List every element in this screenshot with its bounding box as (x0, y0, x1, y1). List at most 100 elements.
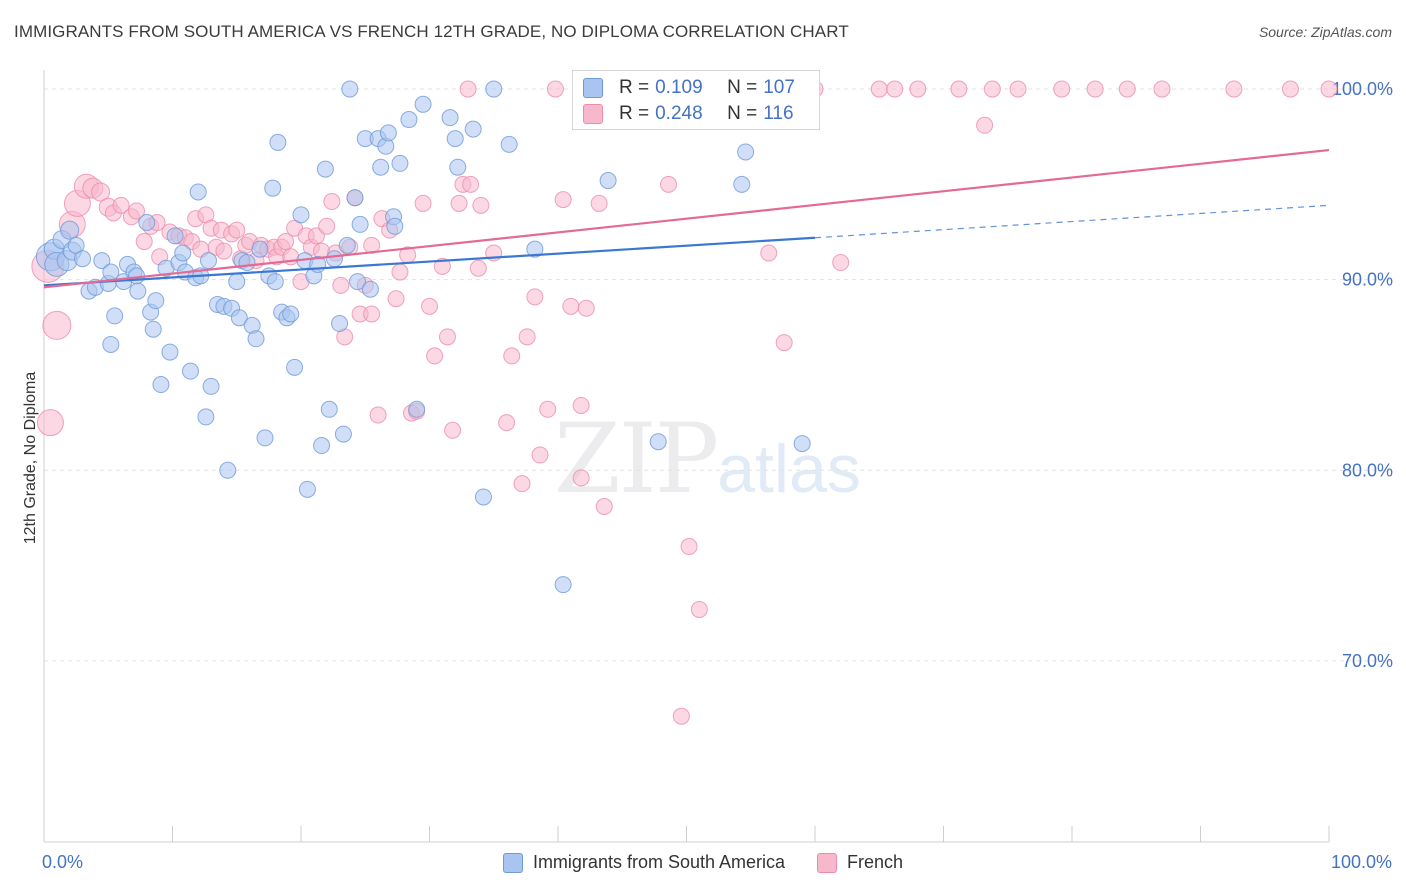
legend-item-french[interactable]: French (817, 852, 903, 873)
data-point-blue (341, 80, 359, 98)
data-point-pink (387, 290, 405, 308)
data-point-pink (135, 233, 153, 251)
watermark: ZIPatlas (554, 403, 861, 515)
data-point-pink (577, 299, 595, 317)
data-point-blue (247, 330, 265, 348)
watermark-zip: ZIP (554, 403, 719, 515)
stats-row-pink: R = 0.248 N = 116 (583, 102, 794, 126)
data-point-pink (503, 347, 521, 365)
data-point-pink (112, 196, 130, 214)
data-point-pink (459, 80, 477, 98)
data-point-blue (152, 376, 170, 394)
stats-row-blue: R = 0.109 N = 107 (583, 76, 795, 100)
data-point-pink (775, 334, 793, 352)
data-point-pink (450, 194, 468, 212)
data-point-blue (282, 305, 300, 323)
data-point-pink (760, 244, 778, 262)
trend-line-pink (43, 148, 1330, 289)
data-point-blue (106, 307, 124, 325)
stats-swatch-blue (583, 78, 603, 98)
data-point-blue (266, 273, 284, 291)
data-point-pink (363, 305, 381, 323)
data-point-pink (562, 297, 580, 315)
data-point-pink (228, 221, 246, 239)
data-point-blue (298, 480, 316, 498)
data-point-pink (983, 80, 1001, 98)
data-point-pink (498, 414, 516, 432)
x-tick-label-min: 0.0% (42, 852, 84, 872)
data-point-blue (129, 282, 147, 300)
stats-r-label-blue: R = (619, 77, 650, 98)
data-point-pink (1320, 80, 1338, 98)
data-point-pink (1225, 80, 1243, 98)
source-label: Source: ZipAtlas.com (1258, 24, 1392, 40)
data-point-blue (230, 309, 248, 327)
data-point-blue (238, 254, 256, 272)
data-point-blue (138, 213, 156, 231)
legend-swatch-blue (502, 852, 523, 873)
data-point-pink (469, 259, 487, 277)
chart-title: IMMIGRANTS FROM SOUTH AMERICA VS FRENCH … (14, 22, 849, 41)
data-point-blue (174, 244, 192, 262)
data-point-blue (313, 437, 331, 455)
data-point-pink (215, 242, 233, 260)
data-point-blue (361, 280, 379, 298)
data-point-blue (189, 183, 207, 201)
data-point-pink (323, 193, 341, 211)
data-point-pink (526, 288, 544, 306)
stats-n-value-blue: 107 (763, 77, 795, 98)
data-point-blue (228, 273, 246, 291)
data-point-blue (334, 425, 352, 443)
data-point-blue (474, 488, 492, 506)
data-point-pink (444, 421, 462, 439)
data-point-blue (400, 111, 418, 129)
data-point-blue (269, 133, 287, 151)
data-point-blue (256, 429, 274, 447)
stats-r-value-blue: 0.109 (655, 77, 703, 98)
data-point-blue (144, 320, 162, 338)
data-point-blue (60, 220, 80, 240)
data-point-pink (421, 297, 438, 315)
data-point-pink (950, 80, 968, 98)
data-point-pink (1118, 80, 1136, 98)
data-point-pink (572, 469, 590, 487)
data-point-pink (531, 446, 549, 464)
stats-swatch-pink (583, 104, 603, 124)
data-point-blue (485, 80, 503, 98)
data-point-blue (320, 400, 338, 418)
data-point-blue (292, 206, 310, 224)
data-point-pink (1281, 80, 1299, 98)
data-point-pink (277, 233, 295, 251)
data-point-pink (546, 80, 564, 98)
y-tick-label: 90.0% (1342, 270, 1393, 290)
data-point-blue (199, 252, 217, 270)
legend-label-french: French (847, 852, 904, 872)
data-point-blue (219, 461, 237, 479)
data-point-blue (733, 175, 751, 193)
y-tick-label: 80.0% (1342, 460, 1393, 480)
data-point-blue (500, 135, 518, 153)
data-point-pink (42, 310, 72, 340)
data-point-blue (441, 109, 459, 127)
legend-swatch-pink (817, 852, 838, 873)
data-point-pink (572, 396, 590, 414)
data-point-blue (351, 215, 369, 233)
data-point-pink (554, 191, 572, 209)
data-point-pink (369, 406, 387, 424)
legend-item-south-america[interactable]: Immigrants from South America (502, 852, 785, 873)
data-point-blue (202, 377, 220, 395)
data-point-pink (1153, 80, 1171, 98)
data-point-blue (197, 408, 215, 426)
data-point-pink (590, 194, 608, 212)
data-point-blue (316, 160, 334, 178)
data-point-pink (886, 80, 904, 98)
data-point-blue (264, 179, 282, 197)
trend-line-blue (43, 236, 816, 287)
data-point-blue (526, 240, 544, 258)
data-point-pink (1009, 80, 1027, 98)
data-point-pink (1053, 80, 1071, 98)
data-point-pink (332, 276, 350, 294)
stats-n-value-pink: 116 (763, 103, 794, 124)
x-tick-label-max: 100.0% (1330, 852, 1392, 872)
